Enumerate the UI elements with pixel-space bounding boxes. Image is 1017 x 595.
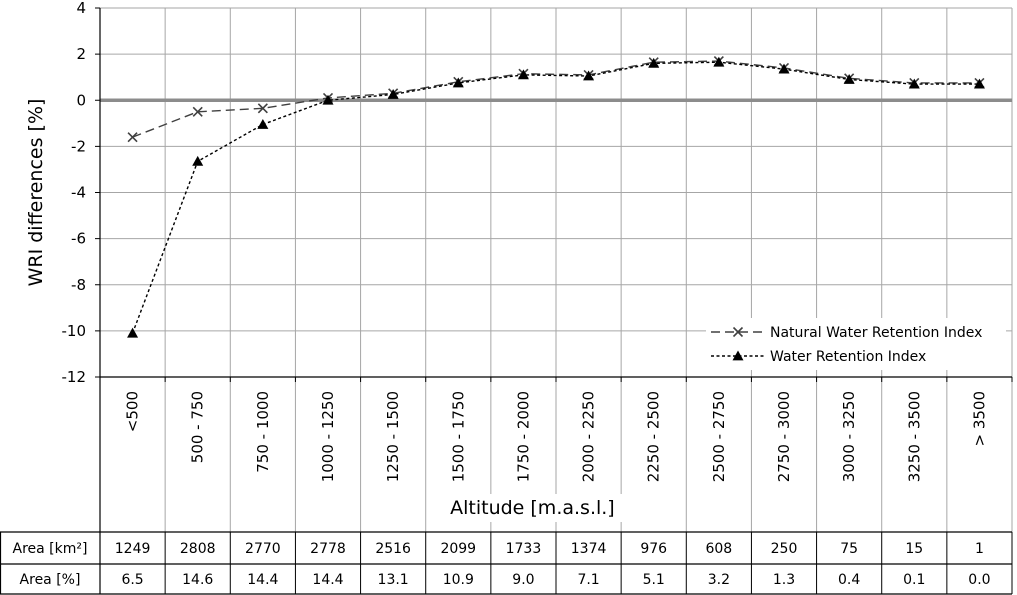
y-tick-label: -6 [71, 230, 86, 248]
y-tick-label: -12 [62, 368, 87, 386]
table-cell: 3.2 [708, 572, 730, 588]
y-axis-title: WRI differences [%] [25, 99, 47, 287]
legend-marker [732, 326, 744, 338]
table-cell: 6.5 [121, 572, 143, 588]
data-point-wri [973, 78, 985, 89]
table-cell: 250 [771, 541, 798, 557]
table-cell: 1 [975, 541, 984, 557]
table-cell: 9.0 [512, 572, 534, 588]
x-tick-label: 3250 - 3500 [905, 391, 923, 482]
x-tick-label: 2750 - 3000 [775, 391, 793, 482]
grid-layer [100, 7, 1013, 532]
table-cell: 2770 [245, 541, 281, 557]
x-tick-label: > 3500 [970, 391, 988, 447]
marker-stroke [127, 132, 138, 143]
data-table: Area [km²] 1249 2808 2770 2778 2516 2099 1733 13… [0, 531, 1013, 595]
table-cell: 2516 [375, 541, 411, 557]
table-cell: 2808 [180, 541, 216, 557]
data-point-wri [778, 63, 790, 74]
y-tick-label: 0 [76, 91, 86, 109]
table-cell: 0.4 [838, 572, 860, 588]
data-point-wri [843, 73, 855, 84]
x-tick-label: 2500 - 2750 [710, 391, 728, 482]
table-cell: 0.0 [968, 572, 990, 588]
table-cell: 15 [905, 541, 923, 557]
table-cell: 1.3 [773, 572, 795, 588]
data-point-wri [387, 88, 399, 99]
x-tick-label: 1500 - 1750 [449, 391, 467, 482]
marker-stroke [257, 103, 268, 114]
table-row-label: Area [km²] [13, 541, 88, 557]
table-cell: 1374 [571, 541, 607, 557]
table-cell: 0.1 [903, 572, 925, 588]
axis-layer: 4 2 0 -2 -4 -6 -8 -10 -12 <500 500 - 750 750 - 1000… [62, 0, 1013, 532]
table-cell: 608 [705, 541, 732, 557]
data-point-wri [322, 94, 334, 105]
marker-stroke [732, 326, 744, 338]
data-point-wri [713, 56, 725, 67]
table-cell: 14.6 [182, 572, 213, 588]
table-cell: 7.1 [577, 572, 599, 588]
x-axis-title-background [442, 494, 623, 522]
table-cell: 976 [640, 541, 667, 557]
marker-stroke [192, 106, 203, 117]
y-tick-label: -10 [62, 322, 87, 340]
data-point-wri [908, 78, 920, 89]
y-tick-label: -4 [71, 184, 86, 202]
data-point-wri [648, 57, 660, 68]
x-tick-label: 1000 - 1250 [319, 391, 337, 482]
y-tick-label: 2 [76, 45, 86, 63]
data-point-wri [517, 69, 529, 80]
x-tick-label: 2250 - 2500 [645, 391, 663, 482]
x-tick-label: 1250 - 1500 [384, 391, 402, 482]
table-cell: 14.4 [312, 572, 343, 588]
x-tick-label: 750 - 1000 [254, 391, 272, 473]
table-cell: 2099 [440, 541, 476, 557]
y-tick-label: 4 [76, 0, 86, 17]
data-point-wri [452, 77, 464, 88]
table-cell: 2778 [310, 541, 346, 557]
data-point-natural-wri [192, 106, 203, 117]
legend: Natural Water Retention Index Water Reten… [706, 318, 1006, 370]
legend-background [706, 318, 1006, 370]
table-cell: 14.4 [247, 572, 278, 588]
data-point-wri [583, 70, 595, 81]
table-cell: 13.1 [378, 572, 409, 588]
x-tick-label: 500 - 750 [189, 391, 207, 463]
series-line [132, 60, 980, 138]
data-point-wri [257, 118, 269, 129]
table-cell: 1733 [506, 541, 542, 557]
series-line [131, 61, 980, 334]
data-point-wri [192, 155, 204, 166]
x-tick-label: 1750 - 2000 [514, 391, 532, 482]
legend-label: Water Retention Index [770, 349, 926, 365]
table-cell: 75 [840, 541, 858, 557]
x-tick-label: <500 [124, 391, 142, 432]
data-point-natural-wri [127, 132, 138, 143]
legend-label: Natural Water Retention Index [770, 325, 982, 341]
table-row-label: Area [%] [20, 572, 81, 588]
table-cell: 1249 [115, 541, 151, 557]
table-cell: 10.9 [443, 572, 474, 588]
series-layer [127, 55, 985, 338]
y-tick-label: -8 [71, 276, 86, 294]
data-point-wri [127, 327, 139, 338]
table-cell: 5.1 [643, 572, 665, 588]
x-tick-label: 2000 - 2250 [580, 391, 598, 482]
data-point-natural-wri [257, 103, 268, 114]
x-tick-label: 3000 - 3250 [840, 391, 858, 482]
legend-marker [732, 350, 744, 361]
y-tick-label: -2 [71, 137, 86, 155]
x-axis-title: Altitude [m.a.s.l.] [450, 497, 615, 519]
